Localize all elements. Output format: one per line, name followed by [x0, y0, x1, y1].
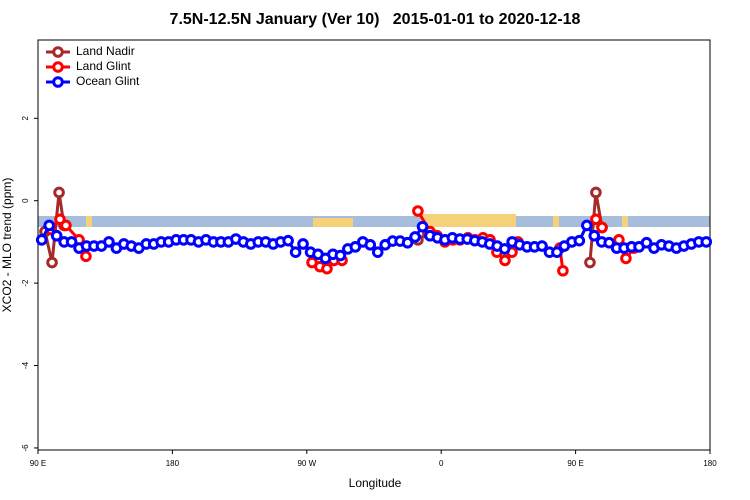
chart-title: 7.5N-12.5N January (Ver 10) 2015-01-01 t…	[170, 11, 581, 28]
x-tick-label: 90 E	[30, 459, 46, 468]
land-strip	[420, 214, 516, 227]
data-point	[584, 256, 596, 269]
data-point	[43, 219, 56, 232]
data-point	[349, 241, 362, 253]
data-point	[416, 220, 429, 233]
data-point	[557, 264, 569, 277]
data-point	[412, 205, 424, 217]
data-point	[371, 246, 384, 259]
legend-label: Land Nadir	[76, 44, 135, 58]
x-tick-label: 180	[703, 459, 717, 468]
y-tick-label: 2	[21, 116, 30, 121]
legend-marker	[52, 46, 64, 58]
data-point	[590, 186, 602, 199]
data-point	[334, 249, 347, 262]
legend-label: Land Glint	[76, 59, 131, 73]
y-tick-label: 0	[21, 198, 30, 203]
y-tick-label: -4	[21, 361, 30, 369]
x-tick-label: 180	[166, 459, 180, 468]
data-point	[590, 213, 602, 226]
land-strip	[553, 216, 559, 227]
data-point	[46, 256, 58, 269]
x-tick-label: 90 E	[567, 459, 583, 468]
data-point	[289, 246, 302, 259]
data-point	[603, 236, 616, 249]
data-point	[499, 254, 511, 267]
data-point	[401, 236, 414, 249]
data-point	[53, 186, 65, 199]
data-point	[536, 240, 548, 252]
y-tick-label: -2	[21, 279, 30, 287]
data-point	[498, 243, 511, 255]
data-point	[103, 236, 115, 248]
data-point	[50, 229, 63, 242]
legend-label: Ocean Glint	[76, 74, 140, 88]
data-point	[581, 219, 593, 232]
data-point	[80, 250, 92, 263]
data-point	[620, 252, 632, 265]
data-point	[573, 234, 586, 247]
land-strip	[313, 218, 353, 227]
data-point	[321, 262, 333, 275]
data-point	[596, 221, 608, 234]
x-axis-label: Longitude	[349, 476, 402, 490]
data-point	[364, 238, 377, 251]
data-point	[60, 219, 72, 232]
data-point	[297, 238, 309, 250]
x-tick-label: 90 W	[297, 459, 316, 468]
land-strip	[622, 216, 628, 227]
legend-marker	[52, 61, 64, 73]
y-tick-label: -6	[21, 444, 30, 452]
data-point	[588, 229, 601, 242]
data-point	[551, 246, 563, 259]
x-tick-label: 0	[439, 459, 444, 468]
y-axis-label: XCO2 - MLO trend (ppm)	[0, 178, 14, 313]
data-point	[35, 234, 48, 246]
data-point	[640, 236, 653, 249]
land-strip	[86, 216, 92, 227]
legend-marker	[52, 76, 64, 88]
data-point	[282, 234, 294, 247]
ocean-band	[38, 216, 710, 227]
data-point	[409, 231, 421, 243]
data-point	[700, 236, 713, 248]
data-point	[65, 236, 78, 248]
